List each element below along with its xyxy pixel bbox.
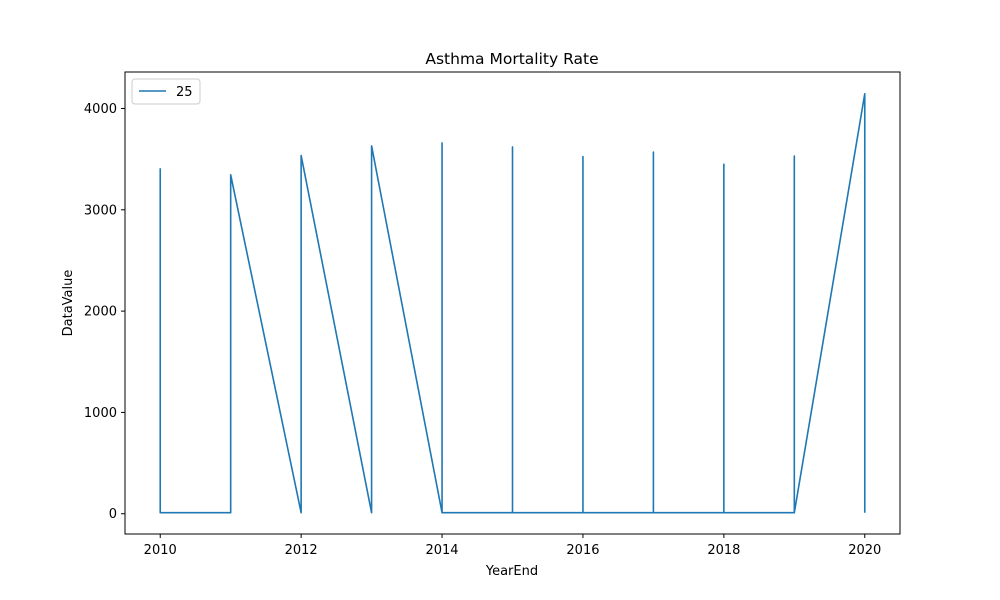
legend-label: 25 [176,85,193,100]
chart-title: Asthma Mortality Rate [425,50,598,68]
y-axis-label: DataValue [61,270,76,337]
plot-area-frame [124,71,901,535]
x-tick-label: 2016 [566,543,599,558]
series-line-0 [159,92,866,514]
x-axis: 2010 2012 2014 2016 2018 2020 [144,534,881,558]
y-tick-label: 1000 [84,406,117,421]
x-tick-label: 2020 [848,543,881,558]
y-tick-label: 3000 [84,203,117,218]
x-tick-label: 2012 [285,543,318,558]
legend: 25 [131,78,201,105]
y-tick-label: 4000 [84,102,117,117]
x-tick-label: 2018 [707,543,740,558]
y-tick-label: 2000 [84,305,117,320]
y-tick-label: 0 [109,507,117,522]
y-axis: 0 1000 2000 3000 4000 [84,102,125,522]
series-layer [159,92,866,514]
x-tick-label: 2010 [144,543,177,558]
x-tick-label: 2014 [425,543,458,558]
x-axis-label: YearEnd [485,564,538,579]
